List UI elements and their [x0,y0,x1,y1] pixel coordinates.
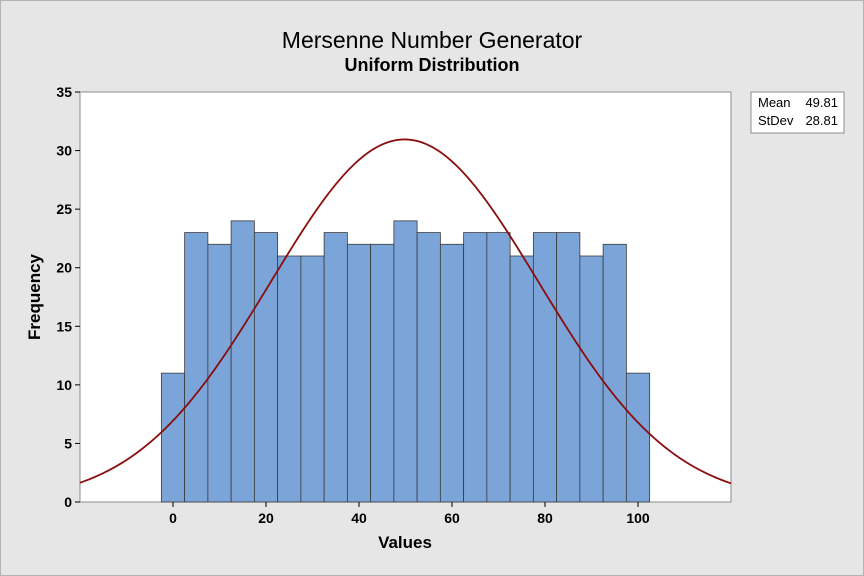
y-axis-label: Frequency [25,253,44,340]
x-tick-label: 40 [351,510,367,526]
histogram-bar [625,372,651,503]
stats-legend-box: Mean 49.81 StDev 28.81 [750,91,845,134]
x-tick-label: 100 [626,510,650,526]
x-axis-label: Values [378,533,432,552]
stats-legend-frame [750,91,845,134]
histogram-bar [160,372,186,503]
x-tick-label: 80 [537,510,553,526]
histogram-bar [300,255,325,503]
stdev-value: 28.81 [805,113,838,128]
chart-subtitle: Uniform Distribution [345,55,520,75]
histogram-bar [277,255,302,503]
histogram-bar [579,255,604,503]
y-tick-label: 15 [56,318,72,334]
x-tick-label: 60 [444,510,460,526]
y-tick-label: 25 [56,201,72,217]
histogram-bar [393,220,418,503]
histogram-bar [184,232,209,503]
histogram-bar [323,232,348,503]
histogram-bars [160,220,651,503]
y-tick-label: 35 [56,84,72,100]
histogram-bar [439,243,465,503]
histogram-bar [602,243,627,503]
histogram-bar [486,232,511,503]
y-tick-label: 10 [56,377,72,393]
x-tick-label: 20 [258,510,274,526]
histogram-bar [532,232,558,503]
y-tick-label: 30 [56,143,72,159]
y-tick-label: 20 [56,260,72,276]
stdev-label: StDev [758,113,794,128]
histogram-bar [509,255,534,503]
y-tick-label: 0 [64,494,72,510]
x-tick-label: 0 [169,510,177,526]
histogram-bar [556,232,581,503]
mean-value: 49.81 [805,95,838,110]
histogram-bar [370,243,395,503]
mean-label: Mean [758,95,791,110]
y-tick-label: 5 [64,435,72,451]
axes: 0 20 40 60 80 100 0 5 10 15 20 25 30 35 [56,84,649,526]
histogram-bar [230,220,255,503]
chart-title: Mersenne Number Generator [282,27,583,53]
histogram-bar [463,232,488,503]
histogram-bar [416,232,441,503]
histogram-bar [253,232,279,503]
histogram-bar [346,243,372,503]
fit-curve-layer [79,138,732,485]
normal-fit-curve [79,138,732,485]
